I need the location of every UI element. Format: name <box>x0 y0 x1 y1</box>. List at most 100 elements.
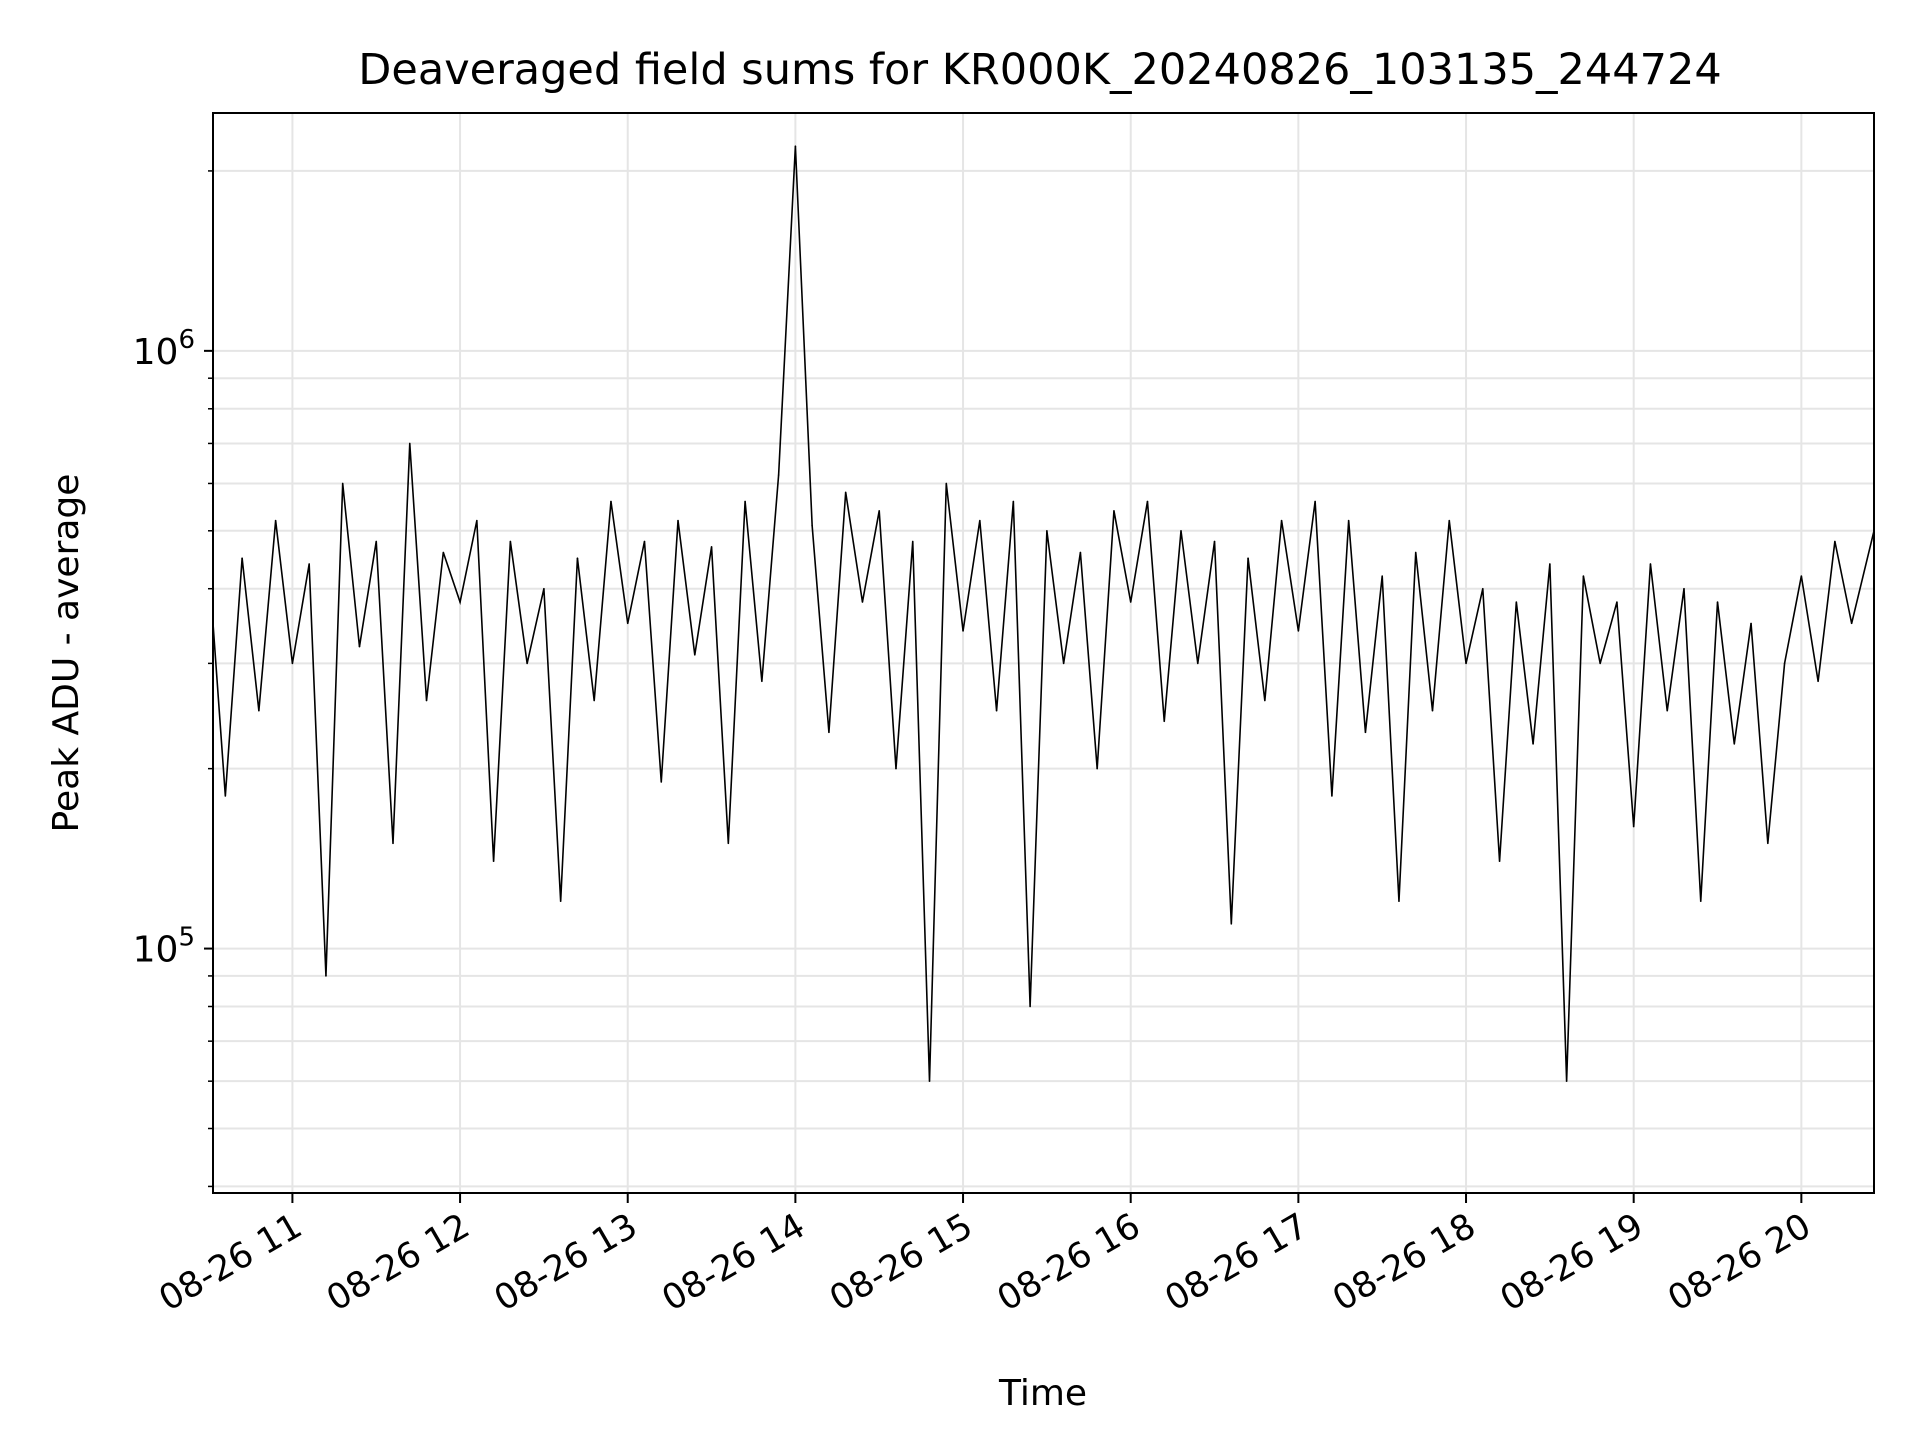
data-point <box>358 645 361 648</box>
data-point <box>1515 601 1518 603</box>
data-point <box>1079 551 1082 554</box>
data-point <box>1398 900 1400 903</box>
data-point <box>1113 510 1115 512</box>
data-point <box>710 546 713 548</box>
data-point <box>1582 575 1585 577</box>
data-point <box>1666 709 1669 712</box>
data-point <box>1632 825 1635 828</box>
data-point <box>258 709 260 712</box>
data-point <box>1314 500 1316 503</box>
data-point <box>1565 1080 1568 1082</box>
data-point <box>1297 630 1300 632</box>
data-point <box>1783 662 1786 665</box>
data-point <box>559 900 562 903</box>
y-tick-exponent: 6 <box>178 325 195 355</box>
data-point <box>1230 923 1233 925</box>
data-point <box>1146 500 1149 503</box>
data-point <box>945 482 948 485</box>
data-point <box>1012 500 1015 503</box>
data-point <box>526 662 528 665</box>
data-point <box>1716 601 1719 603</box>
data-point <box>1699 900 1702 903</box>
data-point <box>274 519 277 522</box>
data-point <box>1498 860 1501 863</box>
data-point <box>1481 587 1484 590</box>
data-point <box>677 519 679 522</box>
data-point <box>911 540 914 543</box>
data-point <box>576 557 579 559</box>
chart-title: Deaveraged field sums for KR000K_2024082… <box>358 45 1721 95</box>
data-point <box>308 563 310 565</box>
data-point <box>1163 720 1166 723</box>
data-point <box>408 442 411 445</box>
data-point <box>1213 540 1216 543</box>
data-point <box>1850 622 1853 625</box>
data-point <box>509 540 512 543</box>
data-point <box>1381 575 1383 577</box>
data-point <box>727 842 730 845</box>
data-point <box>744 500 746 503</box>
data-point <box>660 781 663 783</box>
data-point <box>224 795 227 797</box>
data-point <box>777 474 780 476</box>
data-point <box>1096 767 1098 770</box>
data-point <box>1196 662 1199 665</box>
data-point <box>492 860 495 863</box>
data-point <box>1180 529 1182 532</box>
data-point <box>1364 731 1367 734</box>
data-point <box>1465 662 1467 665</box>
data-point <box>895 767 897 770</box>
data-point <box>476 519 478 522</box>
data-point <box>828 731 830 734</box>
data-point <box>1532 743 1534 745</box>
data-point <box>392 842 394 845</box>
plot-frame <box>212 112 1875 1194</box>
y-tick-exponent: 5 <box>178 923 195 953</box>
data-point <box>375 540 378 543</box>
data-point <box>1649 563 1652 565</box>
data-point <box>626 622 629 625</box>
data-point <box>610 500 612 503</box>
data-point <box>1733 743 1736 745</box>
data-point <box>291 662 294 665</box>
data-point <box>1599 662 1601 665</box>
data-point <box>1280 519 1283 522</box>
data-point <box>761 680 763 683</box>
data-point <box>593 699 595 702</box>
data-point <box>1046 529 1048 532</box>
data-point <box>794 145 797 147</box>
x-axis-label: Time <box>998 1373 1087 1414</box>
data-point <box>1549 563 1551 565</box>
data-point <box>341 482 344 485</box>
data-point <box>878 510 881 512</box>
data-point <box>1029 1005 1031 1008</box>
data-point <box>962 630 964 632</box>
data-point <box>811 524 813 527</box>
data-point <box>1448 519 1451 522</box>
data-point <box>979 519 981 522</box>
data-point <box>1800 575 1803 577</box>
data-point <box>1247 557 1249 559</box>
data-point <box>1414 551 1417 554</box>
data-point <box>861 601 864 603</box>
data-point <box>844 491 847 494</box>
data-point <box>241 557 243 559</box>
data-point <box>1347 519 1350 522</box>
data-point <box>543 587 545 590</box>
data-point <box>1331 795 1333 797</box>
data-point <box>1062 662 1065 665</box>
data-point <box>459 601 461 603</box>
data-point <box>1834 540 1836 543</box>
data-point <box>693 654 696 656</box>
data-point <box>1817 680 1819 683</box>
data-point <box>1264 699 1266 702</box>
data-point <box>425 699 428 702</box>
data-point <box>1767 842 1769 845</box>
data-point <box>1431 709 1434 712</box>
data-point <box>1616 601 1618 603</box>
data-point <box>1683 587 1685 590</box>
data-point <box>928 1080 931 1082</box>
data-point <box>995 709 998 712</box>
